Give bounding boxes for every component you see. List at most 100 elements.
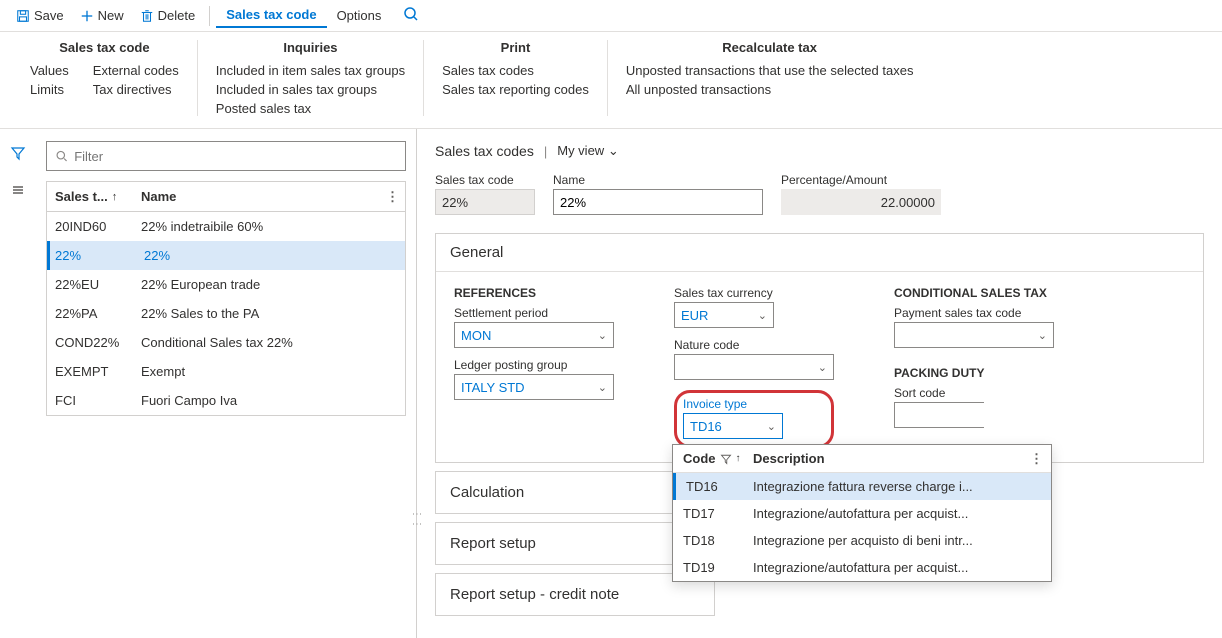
plus-icon [80,9,94,23]
table-row[interactable]: EXEMPTExempt [47,357,405,386]
ribbon-title: Print [442,40,589,55]
ribbon-link[interactable]: Posted sales tax [216,101,405,116]
dd-code: TD16 [683,479,753,494]
filter-box[interactable] [46,141,406,171]
tab-options[interactable]: Options [327,4,392,27]
ledger-select[interactable]: ITALY STD⌄ [454,374,614,400]
filter-icon[interactable] [10,145,26,164]
ribbon-title: Sales tax code [30,40,179,55]
name-input[interactable] [553,189,763,215]
table-row[interactable]: FCIFuori Campo Iva [47,386,405,415]
save-button[interactable]: Save [8,4,72,27]
sort-select[interactable] [894,402,984,428]
nature-select[interactable]: ⌄ [674,354,834,380]
trash-icon [140,9,154,23]
tab-salestaxcode[interactable]: Sales tax code [216,3,326,28]
cell-code: 22% [50,248,140,263]
new-button[interactable]: New [72,4,132,27]
pct-value: 22.00000 [781,189,941,215]
cell-name: 22% [140,248,405,263]
search-button[interactable] [403,6,419,25]
chevron-down-icon: ⌄ [1038,329,1047,342]
ribbon-group-print: Print Sales tax codes Sales tax reportin… [424,40,608,116]
dropdown-item[interactable]: TD16Integrazione fattura reverse charge … [673,473,1051,500]
currency-label: Sales tax currency [674,286,834,300]
table-row[interactable]: 22%PA22% Sales to the PA [47,299,405,328]
name-label: Name [553,173,763,187]
chevron-down-icon: ⌄ [818,361,827,374]
chevron-down-icon: ⌄ [598,381,607,394]
ribbon-link[interactable]: All unposted transactions [626,82,914,97]
ribbon-link[interactable]: Included in item sales tax groups [216,63,405,78]
nature-label: Nature code [674,338,834,352]
ribbon-group-inquiries: Inquiries Included in item sales tax gro… [198,40,424,116]
invoice-select[interactable]: TD16⌄ [683,413,783,439]
delete-button[interactable]: Delete [132,4,204,27]
table-row[interactable]: 20IND6022% indetraibile 60% [47,212,405,241]
section-conditional: CONDITIONAL SALES TAX [894,286,1054,300]
cell-code: FCI [47,393,137,408]
dd-desc: Integrazione per acquisto di beni intr..… [753,533,1041,548]
chevron-down-icon: ⌄ [758,309,767,322]
table-row[interactable]: 22%22% [47,241,405,270]
ribbon-link-externalcodes[interactable]: External codes [93,63,179,78]
dd-desc: Integrazione/autofattura per acquist... [753,506,1041,521]
grid-col-name[interactable]: Name [137,189,405,204]
view-selector[interactable]: My view ⌄ [557,143,618,159]
pct-label: Percentage/Amount [781,173,941,187]
grid: Sales t...↑ Name ⋮ 20IND6022% indetraibi… [46,181,406,416]
cell-code: 22%EU [47,277,137,292]
table-row[interactable]: 22%EU22% European trade [47,270,405,299]
dd-desc: Integrazione/autofattura per acquist... [753,560,1041,575]
cell-name: 22% indetraibile 60% [137,219,405,234]
table-row[interactable]: COND22%Conditional Sales tax 22% [47,328,405,357]
fasttab-general: General REFERENCES Settlement period MON… [435,233,1204,463]
fasttab-general-header[interactable]: General [436,234,1203,272]
invoice-label: Invoice type [683,397,825,411]
cell-name: Conditional Sales tax 22% [137,335,405,350]
cell-name: Exempt [137,364,405,379]
invoice-dropdown: Code ↑ Description ⋮ TD16Integrazione fa… [672,444,1052,582]
dropdown-item[interactable]: TD18Integrazione per acquisto di beni in… [673,527,1051,554]
chevron-down-icon: ⌄ [598,329,607,342]
dd-more-icon[interactable]: ⋮ [1030,451,1043,467]
filter-input[interactable] [74,149,397,164]
save-icon [16,9,30,23]
dropdown-item[interactable]: TD17Integrazione/autofattura per acquist… [673,500,1051,527]
splitter-handle[interactable]: ⋮⋮ [411,509,422,529]
sort-asc-icon: ↑ [112,191,118,203]
ribbon-link[interactable]: Sales tax reporting codes [442,82,589,97]
chevron-down-icon: ⌄ [767,420,776,433]
highlight-circle: Invoice type TD16⌄ [674,390,834,448]
ribbon-link-limits[interactable]: Limits [30,82,69,97]
delete-label: Delete [158,8,196,23]
related-info-icon[interactable] [10,182,26,201]
ribbon-group-recalculate: Recalculate tax Unposted transactions th… [608,40,932,116]
dd-code: TD19 [683,560,753,575]
settlement-select[interactable]: MON⌄ [454,322,614,348]
cell-name: 22% Sales to the PA [137,306,405,321]
dd-col-code[interactable]: Code ↑ [683,451,753,466]
cell-name: Fuori Campo Iva [137,393,405,408]
sort-label: Sort code [894,386,1054,400]
ribbon-link[interactable]: Sales tax codes [442,63,589,78]
currency-select[interactable]: EUR⌄ [674,302,774,328]
chevron-down-icon: ⌄ [608,143,619,158]
filter-sort-icon [720,453,732,465]
dropdown-item[interactable]: TD19Integrazione/autofattura per acquist… [673,554,1051,581]
ribbon-title: Inquiries [216,40,405,55]
toolbar-divider [209,6,210,26]
dd-desc: Integrazione fattura reverse charge i... [753,479,1041,494]
ribbon-link[interactable]: Included in sales tax groups [216,82,405,97]
ribbon-link-values[interactable]: Values [30,63,69,78]
code-field[interactable]: 22% [435,189,535,215]
dd-col-desc[interactable]: Description [753,451,1041,466]
ledger-label: Ledger posting group [454,358,614,372]
grid-col-code[interactable]: Sales t...↑ [47,189,137,204]
payment-select[interactable]: ⌄ [894,322,1054,348]
section-references: REFERENCES [454,286,614,300]
dd-code: TD18 [683,533,753,548]
ribbon-link-taxdirectives[interactable]: Tax directives [93,82,179,97]
ribbon-link[interactable]: Unposted transactions that use the selec… [626,63,914,78]
grid-more-icon[interactable]: ⋮ [386,189,399,205]
